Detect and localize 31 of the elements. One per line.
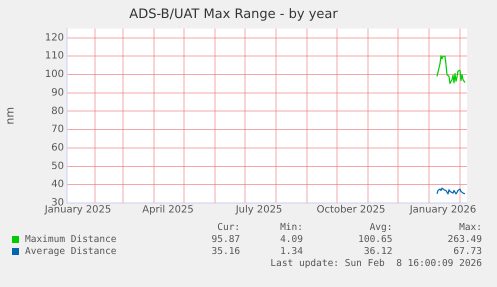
text: Avg: bbox=[368, 222, 392, 234]
y-tick-label: 120 bbox=[44, 32, 64, 44]
y-tick-label: 40 bbox=[51, 179, 64, 190]
y-tick-label: 50 bbox=[51, 160, 64, 172]
y-tick-label: 100 bbox=[44, 69, 64, 80]
text: 4.09 bbox=[279, 234, 303, 246]
text: Last update: Sun Feb 8 16:00:09 2026 bbox=[269, 258, 482, 270]
text: 35.16 bbox=[210, 246, 240, 258]
y-tick-label: 90 bbox=[51, 87, 64, 98]
x-tick-label: January 2025 bbox=[44, 204, 112, 216]
text: 263.49 bbox=[446, 234, 482, 246]
y-tick-label: 60 bbox=[51, 142, 64, 154]
legend-label: Maximum Distance bbox=[25, 234, 117, 245]
x-tick-label: January 2026 bbox=[408, 204, 476, 216]
y-axis-title: nm bbox=[3, 106, 16, 125]
text: 1.34 bbox=[279, 246, 303, 258]
chart-title: ADS-B/UAT Max Range - by year bbox=[129, 7, 338, 22]
text: 36.12 bbox=[362, 246, 392, 258]
text: Max: bbox=[458, 222, 482, 234]
x-tick-label: April 2025 bbox=[142, 204, 194, 216]
x-tick-label: October 2025 bbox=[316, 204, 386, 216]
text: 100.65 bbox=[357, 234, 392, 246]
y-tick-label: 110 bbox=[44, 50, 64, 62]
text: 95.87 bbox=[210, 234, 240, 246]
x-tick-label: July 2025 bbox=[234, 204, 282, 216]
y-tick-label: 80 bbox=[51, 106, 64, 117]
y-tick-label: 70 bbox=[51, 124, 64, 136]
text: Min: bbox=[279, 222, 303, 234]
text: Cur: bbox=[216, 222, 240, 234]
legend-label: Average Distance bbox=[25, 246, 117, 257]
text: 67.73 bbox=[452, 246, 482, 258]
